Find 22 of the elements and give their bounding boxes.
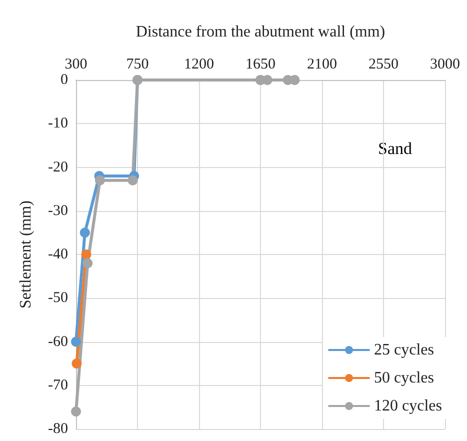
x-tick-label: 3000 — [430, 56, 460, 72]
x-tick-label: 750 — [126, 56, 149, 72]
legend-label: 25 cycles — [374, 342, 434, 358]
y-tick-label: -30 — [48, 202, 68, 219]
legend-label: 50 cycles — [374, 370, 434, 386]
y-tick-label: -10 — [48, 116, 68, 132]
x-tick-label: 300 — [64, 56, 88, 72]
y-tick-label: -40 — [48, 246, 68, 262]
y-tick-label: -60 — [48, 334, 68, 350]
annotation: Sand — [378, 139, 412, 158]
x-tick-label: 1200 — [184, 56, 214, 72]
y-tick-label: -20 — [48, 159, 68, 176]
x-tick-label: 1650 — [246, 56, 276, 72]
x-tick-label: 2550 — [368, 56, 398, 72]
y-tick-label: -50 — [48, 290, 68, 306]
x-axis-title: Distance from the abutment wall (mm) — [136, 24, 386, 40]
y-tick-label: -70 — [48, 377, 68, 394]
y-axis-title: Settlement (mm) — [18, 200, 34, 308]
x-tick-label: 2100 — [307, 56, 337, 72]
y-tick-label: 0 — [60, 72, 68, 88]
legend-label: 120 cycles — [374, 398, 442, 414]
y-tick-label: -80 — [48, 421, 68, 437]
